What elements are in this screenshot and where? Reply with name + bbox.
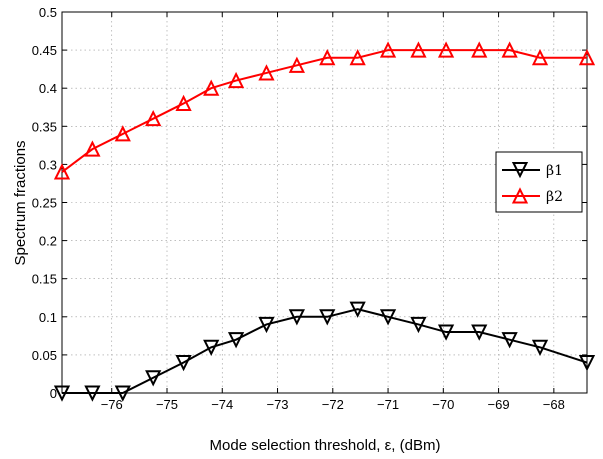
series-2-marker: [578, 48, 596, 66]
series-1-marker: [410, 316, 427, 334]
x-tick-label: −73: [266, 397, 288, 412]
series-1-marker: [501, 332, 518, 349]
series-1-marker: [258, 316, 275, 334]
series-1-marker: [203, 339, 220, 357]
x-tick-label: −72: [322, 397, 344, 412]
series-2-marker: [410, 41, 427, 58]
series-1-marker: [437, 324, 455, 341]
series-2-marker: [84, 140, 101, 157]
x-tick-label: −68: [543, 397, 565, 412]
series-1-marker: [53, 385, 71, 402]
y-axis-label: Spectrum fractions: [12, 140, 29, 265]
y-tick-label: 0.25: [32, 196, 57, 211]
legend: β1 β2: [495, 151, 583, 213]
y-tick-label: 0: [50, 386, 57, 401]
series-2-marker: [175, 94, 192, 111]
x-axis-label: Mode selection threshold, ε, (dBm): [210, 437, 441, 454]
legend-marker-beta1: [511, 162, 529, 179]
series-1-marker: [578, 355, 596, 372]
legend-label-beta1: β1: [546, 163, 563, 179]
y-tick-label: 0.15: [32, 272, 57, 287]
series-1-marker: [84, 385, 101, 402]
series-1-marker: [227, 332, 245, 349]
legend-label-beta2: β2: [546, 189, 563, 205]
series-2-marker: [145, 109, 162, 127]
series-2-marker: [258, 64, 275, 81]
series-1-marker: [471, 324, 488, 341]
series-2-marker: [471, 41, 488, 58]
x-tick-label: −74: [211, 397, 233, 412]
x-tick-label: −69: [488, 397, 510, 412]
series-2-marker: [349, 48, 366, 66]
series-2-marker: [227, 71, 245, 89]
series-1-marker: [531, 339, 549, 357]
series-2-marker: [319, 48, 336, 66]
series-1-marker: [175, 355, 192, 372]
series-2-marker: [501, 41, 518, 58]
y-tick-label: 0.1: [39, 310, 57, 325]
y-tick-label: 0.5: [39, 5, 57, 20]
series-1-marker: [379, 309, 397, 326]
x-tick-label: −70: [432, 397, 454, 412]
series-2-marker: [437, 41, 455, 58]
legend-box: [495, 151, 583, 213]
axis-ticks: −76 −75 −74 −73 −72 −71 −70 −69 −68 0 0.05 0.1 0.15 0…: [32, 5, 587, 412]
x-tick-label: −71: [377, 397, 399, 412]
series-2-marker: [288, 56, 305, 73]
y-tick-label: 0.45: [32, 43, 57, 58]
y-tick-label: 0.35: [32, 119, 57, 134]
series-2-marker: [53, 163, 71, 180]
series-1-marker: [288, 309, 305, 326]
series-1-marker: [319, 309, 336, 326]
series-2-marker: [379, 41, 397, 58]
series-line-1: [62, 308, 588, 394]
y-tick-label: 0.3: [39, 157, 57, 172]
data-series: [53, 41, 596, 402]
series-2-marker: [531, 48, 549, 66]
series-1-marker: [145, 370, 162, 387]
x-tick-label: −75: [156, 397, 178, 412]
series-2-marker: [114, 125, 131, 142]
series-1-marker: [349, 301, 366, 318]
y-tick-label: 0.4: [39, 81, 57, 96]
legend-marker-beta2: [511, 187, 529, 204]
series-1-marker: [114, 385, 131, 402]
series-2-marker: [203, 79, 220, 96]
y-tick-label: 0.2: [39, 234, 57, 249]
x-tick-label: −76: [101, 397, 123, 412]
y-tick-label: 0.05: [32, 348, 57, 363]
